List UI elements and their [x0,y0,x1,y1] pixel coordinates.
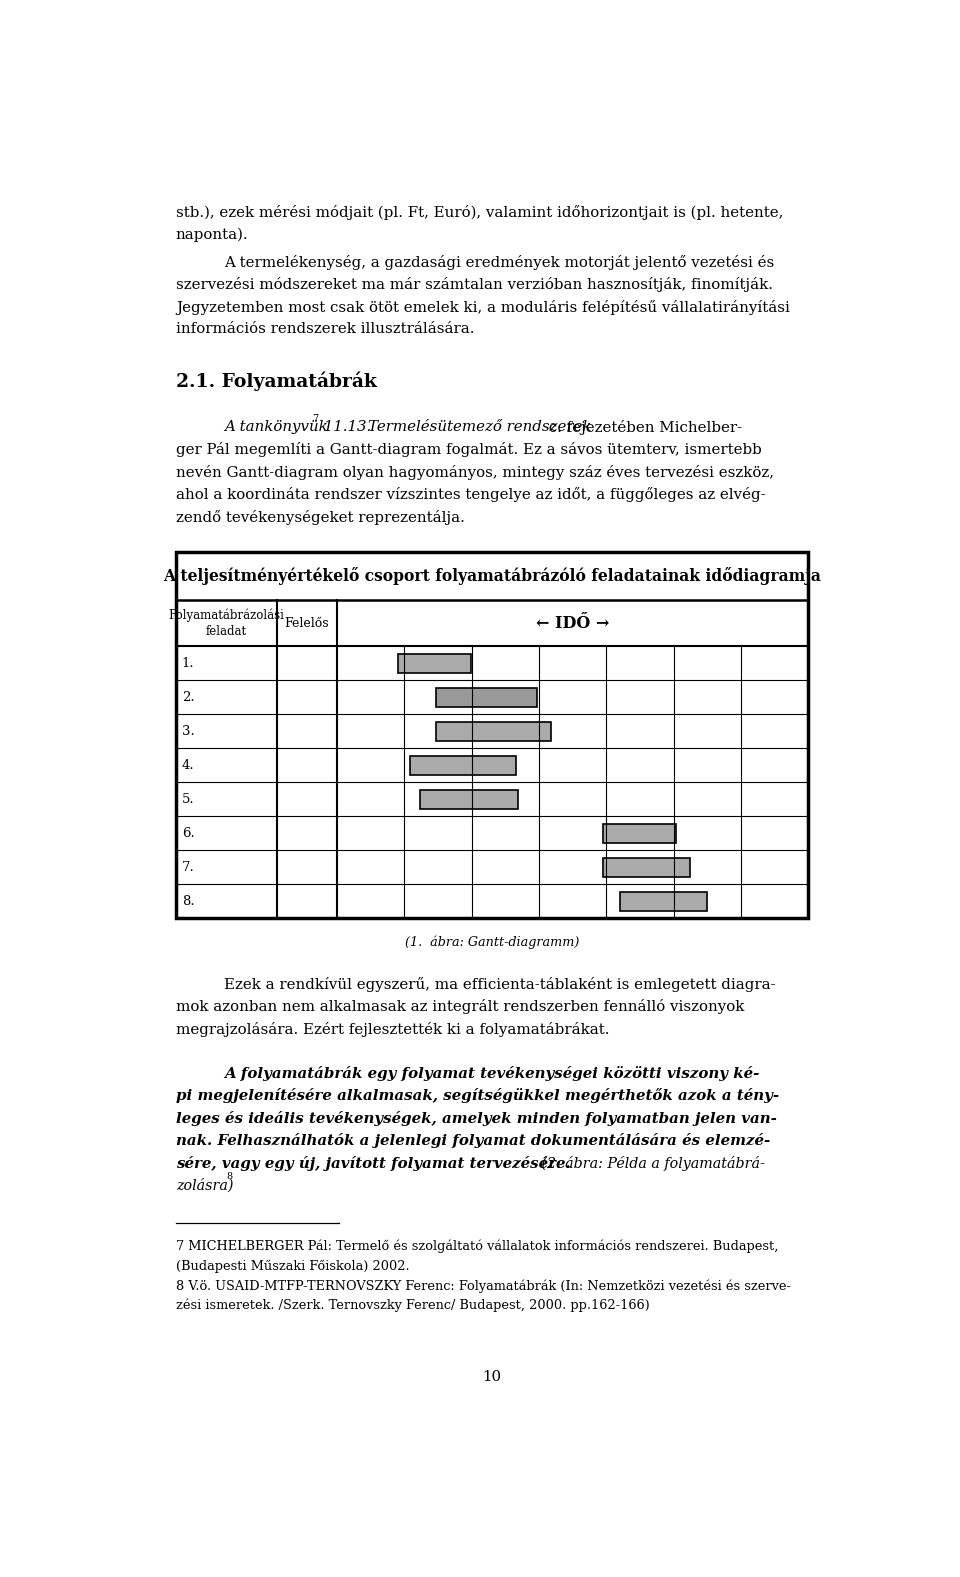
Text: 10: 10 [483,1370,501,1385]
Text: zolásra): zolásra) [176,1178,233,1192]
Text: 7.: 7. [181,861,195,874]
Text: 6.: 6. [181,826,195,841]
Text: információs rendszerek illusztrálására.: információs rendszerek illusztrálására. [176,322,474,336]
Text: ger Pál megemlíti a Gantt-diagram fogalmát. Ez a sávos ütemterv, ismertebb: ger Pál megemlíti a Gantt-diagram fogalm… [176,443,761,457]
Bar [410,755,516,776]
Bar [436,688,538,706]
Text: 8 V.ö. USAID-MTFP-TERNOVSZKY Ferenc: Folyamatábrák (In: Nemzetközi vezetési és s: 8 V.ö. USAID-MTFP-TERNOVSZKY Ferenc: Fol… [176,1279,791,1293]
Text: A termelékenység, a gazdasági eredmények motorját jelentő vezetési és: A termelékenység, a gazdasági eredmények… [225,255,775,270]
Text: zendő tevékenységeket reprezentálja.: zendő tevékenységeket reprezentálja. [176,509,465,525]
Bar [620,891,707,912]
Text: ahol a koordináta rendszer vízszintes tengelye az időt, a függőleges az elvég-: ahol a koordináta rendszer vízszintes te… [176,487,765,503]
Text: (2. ábra: Példa a folyamatábrá-: (2. ábra: Példa a folyamatábrá- [537,1156,764,1170]
Text: nevén Gantt-diagram olyan hagyományos, mintegy száz éves tervezési eszköz,: nevén Gantt-diagram olyan hagyományos, m… [176,465,774,479]
Bar [420,790,518,809]
Text: ← IDŐ →: ← IDŐ → [536,615,610,632]
Text: szervezési módszereket ma már számtalan verzióban hasznosítják, finomítják.: szervezési módszereket ma már számtalan … [176,278,773,292]
Text: (Budapesti Műszaki Főiskola) 2002.: (Budapesti Műszaki Főiskola) 2002. [176,1260,409,1273]
Text: 4.: 4. [181,759,194,771]
Bar [398,653,471,673]
Text: megrajzolására. Ezért fejlesztették ki a folyamatábrákat.: megrajzolására. Ezért fejlesztették ki a… [176,1022,610,1036]
Text: Ezek a rendkívül egyszerű, ma efficienta-táblaként is emlegetett diagra-: Ezek a rendkívül egyszerű, ma efficienta… [225,976,776,992]
Text: 3.: 3. [181,725,195,738]
Text: Felelős: Felelős [285,617,329,629]
Text: zési ismeretek. /Szerk. Ternovszky Ferenc/ Budapest, 2000. pp.162-166): zési ismeretek. /Szerk. Ternovszky Feren… [176,1299,650,1312]
Text: 8: 8 [227,1172,232,1181]
Text: stb.), ezek mérési módjait (pl. Ft, Euró), valamint időhorizontjait is (pl. hete: stb.), ezek mérési módjait (pl. Ft, Euró… [176,205,783,221]
Text: Folyamatábrázolási
feladat: Folyamatábrázolási feladat [168,609,284,639]
Bar [436,722,551,741]
Text: 7: 7 [312,413,318,423]
Text: 7 MICHELBERGER Pál: Termelő és szolgáltató vállalatok információs rendszerei. Bu: 7 MICHELBERGER Pál: Termelő és szolgálta… [176,1240,779,1254]
Text: 2.1. Folyamatábrák: 2.1. Folyamatábrák [176,371,376,391]
Text: A tankönyvük: A tankönyvük [225,419,328,434]
Text: naponta).: naponta). [176,227,249,241]
Text: 11.13.: 11.13. [320,419,376,434]
Text: Jegyzetemben most csak ötöt emelek ki, a moduláris felépítésű vállalatirányítási: Jegyzetemben most csak ötöt emelek ki, a… [176,300,790,315]
Text: nak. Felhasználhatók a jelenlegi folyamat dokumentálására és elemzé-: nak. Felhasználhatók a jelenlegi folyama… [176,1134,770,1148]
Text: 1.: 1. [181,658,194,670]
Text: c. fejezetében Michelber-: c. fejezetében Michelber- [544,419,742,435]
Text: A teljesítményértékelő csoport folyamatábrázóló feladatainak idődiagramja: A teljesítményértékelő csoport folyamatá… [163,568,821,585]
Text: A folyamatábrák egy folyamat tevékenységei közötti viszony ké-: A folyamatábrák egy folyamat tevékenység… [225,1066,759,1080]
Text: leges és ideális tevékenységek, amelyek minden folyamatban jelen van-: leges és ideális tevékenységek, amelyek … [176,1110,777,1126]
Text: (1.  ábra: Gantt-diagramm): (1. ábra: Gantt-diagramm) [405,935,579,949]
Text: 8.: 8. [181,894,194,908]
Bar [176,552,808,918]
Text: 2.: 2. [181,691,194,703]
Text: Termelésütemező rendszerek: Termelésütemező rendszerek [368,419,591,434]
Bar [603,823,676,844]
Bar [603,858,690,877]
Text: 5.: 5. [181,793,194,806]
Text: mok azonban nem alkalmasak az integrált rendszerben fennálló viszonyok: mok azonban nem alkalmasak az integrált … [176,1000,744,1014]
Text: sére, vagy egy új, javított folyamat tervezésére.: sére, vagy egy új, javított folyamat ter… [176,1156,570,1170]
Text: pi megjelenítésére alkalmasak, segítségükkel megérthetők azok a tény-: pi megjelenítésére alkalmasak, segítségü… [176,1088,779,1104]
